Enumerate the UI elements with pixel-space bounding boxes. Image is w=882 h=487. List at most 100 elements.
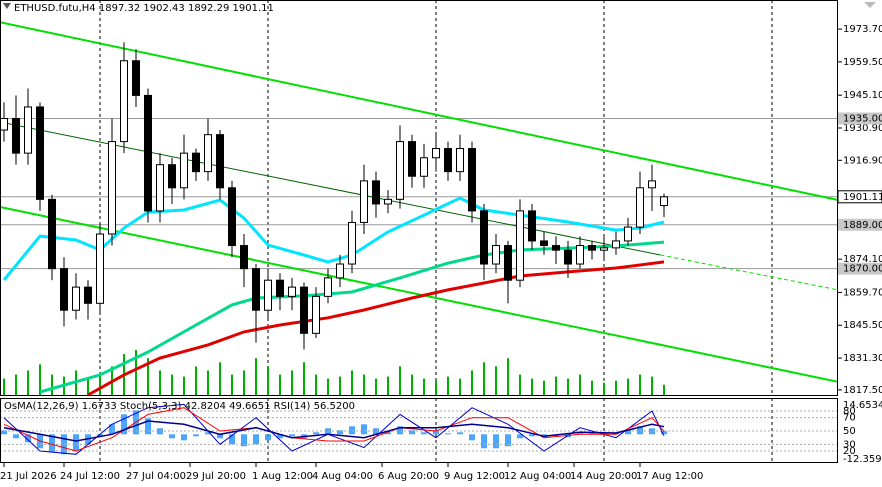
candle-body [47,198,56,270]
x-tick-label: 12 Aug 04:00 [504,471,571,482]
candle-body [227,187,236,247]
volume-bar [422,378,425,395]
y-tick-label: 1916.90 [843,155,882,166]
candle-body [359,180,368,223]
osma-bar [588,433,595,435]
candle-body [311,295,320,334]
volume-bar [638,374,641,395]
volume-bar [614,380,617,395]
osma-bar [480,434,487,449]
candle-body [95,233,104,304]
volume-bar [326,378,329,395]
symbol: ETHUSD.futu,H4 [14,3,96,14]
volume-bar [266,366,269,395]
candle-body [491,245,500,265]
candle-body [107,141,116,235]
osma-bar [96,434,103,437]
osma-bar [288,434,295,437]
candle-body [371,180,380,205]
volume-bar [254,358,257,395]
x-tick-label: 9 Aug 12:00 [444,471,505,482]
osc-tick-label: 50 [843,426,856,437]
osma-bar [516,434,523,439]
rsi-last: 56.5200 [314,401,355,412]
candle-body [263,279,272,311]
volume-bar [482,362,485,395]
osma-bar [624,430,631,435]
x-tick-label: 4 Aug 04:00 [312,471,373,482]
volume-bar [242,370,245,395]
volume-bar [470,370,473,395]
candle-body [71,286,80,311]
line [3,420,665,442]
candle-body [587,245,596,251]
volume-bar [398,366,401,395]
osma-bar [240,434,247,447]
candle-body [323,277,332,297]
osma-bar [264,434,271,441]
osma-bar [180,434,187,441]
collapse-icon[interactable] [3,3,11,9]
candle-body [575,245,584,265]
y-tick-label: 1859.70 [843,287,882,298]
volume-bar [230,374,233,395]
volume-bar [14,374,17,395]
x-tick-label: 1 Aug 12:00 [252,471,313,482]
level-label-bg [838,262,882,275]
candle-body [215,134,224,189]
header-low: 1892.29 [188,3,229,14]
osma-bar [60,434,67,455]
header-open: 1897.32 [99,3,140,14]
candle-body [347,221,356,265]
osma-bar [420,432,427,435]
osma-bar [492,434,499,449]
osma-bar [324,428,331,435]
osma-last: 1.6733 [82,401,117,412]
osma-bar [24,434,31,443]
y-tick-label: 1817.50 [843,385,882,396]
osma-bar [468,434,475,441]
osma-bar [528,434,535,437]
osma-bar [660,430,667,435]
volume-bar [50,374,53,395]
volume-bar [146,358,149,395]
candle-body [407,141,416,177]
candle-body [275,279,284,297]
candle-body [35,106,44,200]
header-close: 1901.11 [233,3,274,14]
osma-bar [336,430,343,435]
candle-body [419,157,428,177]
volume-bar [206,370,209,395]
volume-bar [602,382,605,395]
level-label: 1901.11 [843,192,882,203]
candle-body [191,152,200,173]
candle-body [131,60,140,96]
level-label: 1935.00 [843,114,882,125]
candle-body [335,263,344,279]
volume-bar [86,378,89,395]
candle-body [527,210,536,242]
candle-body [551,245,560,251]
x-tick-label: 24 Jul 12:00 [60,471,120,482]
main-frame [0,0,838,396]
volume-bar [434,380,437,395]
volume-bar [338,376,341,395]
osma-bar [216,434,223,439]
candle-body [503,245,512,281]
candle-body [23,106,32,154]
rsi-label: RSI(14) [274,401,311,412]
volume-bar [182,376,185,395]
candle-body [431,148,440,159]
x-tick-label: 21 Jul 2026 [0,471,57,482]
osma-bar [228,434,235,445]
volume-bar [314,374,317,395]
x-tick-label: 27 Jul 04:00 [126,471,186,482]
candle-body [563,249,572,265]
one-click-icon[interactable] [864,2,876,8]
volume-bar [290,370,293,395]
candle-body [59,268,68,311]
volume-bar [518,374,521,395]
y-tick-label: 1959.50 [843,57,882,68]
line [0,21,839,201]
